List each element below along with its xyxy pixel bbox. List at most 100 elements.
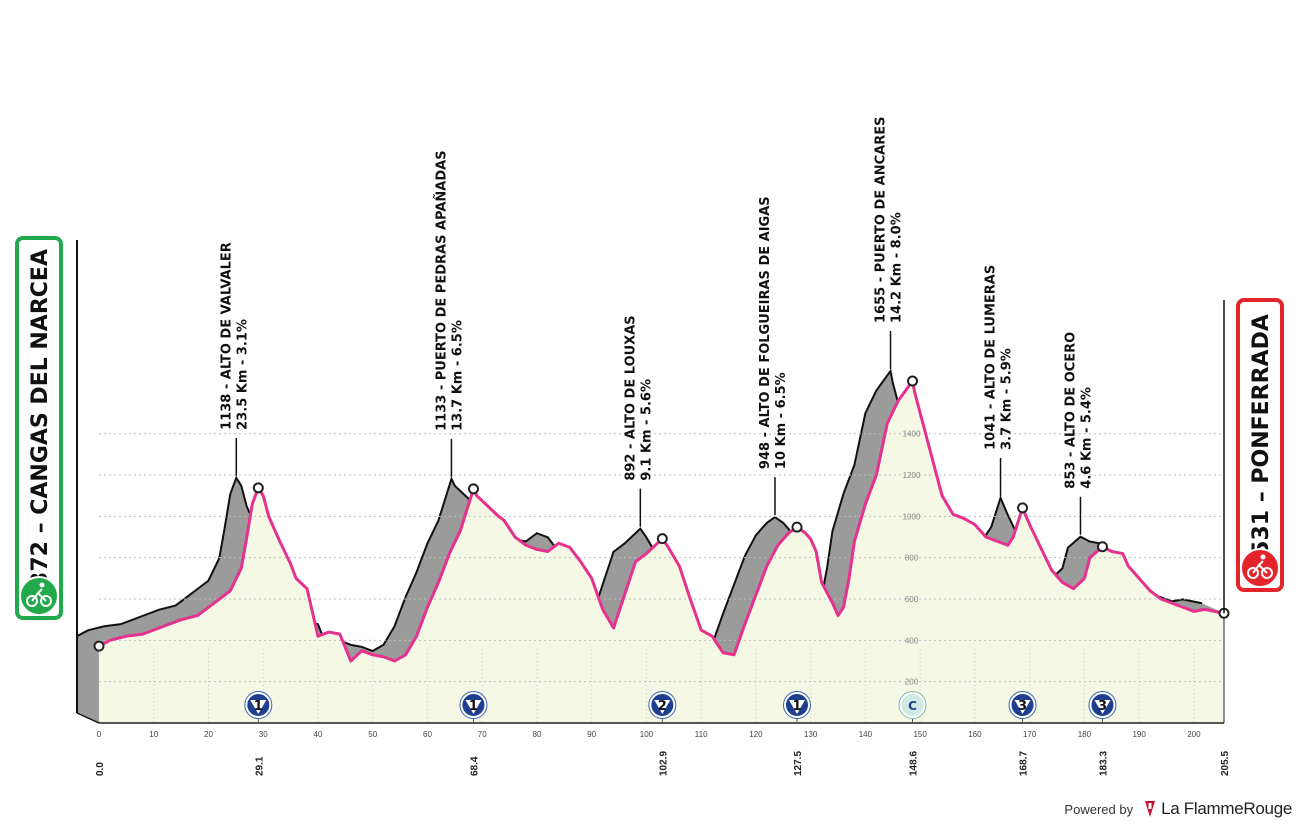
- badge-ring: [459, 691, 488, 719]
- climb-name-label: 1138 - ALTO DE VALVALER: [219, 242, 234, 430]
- wheel: [40, 595, 52, 607]
- climb-stats-label: 3.7 Km - 5.9%: [1000, 348, 1015, 450]
- brand-name: La FlammeRouge: [1161, 799, 1292, 818]
- badge-category-text: 1: [254, 699, 263, 714]
- distance-tick-label: 140: [859, 730, 873, 739]
- distance-tick-label: 70: [478, 730, 487, 739]
- key-distance-label: 68.4: [469, 756, 480, 776]
- altitude-tick-label: 1000: [903, 512, 921, 521]
- altitude-tick-label: 1400: [903, 430, 921, 439]
- climb-summit-marker: [791, 521, 803, 533]
- climb-stats-label: 14.2 Km - 8.0%: [890, 212, 905, 323]
- start-banner: 372 – CANGAS DEL NARCEA: [15, 236, 63, 620]
- badge-ring: [1008, 691, 1037, 719]
- climb-4: 948 - ALTO DE FOLGUEIRAS DE AIGAS 10 Km -…: [758, 196, 811, 723]
- climb-2: 1133 - PUERTO DE PEDRAS APAÑADAS 13.7 Km …: [433, 150, 488, 723]
- badge-ring: [898, 691, 927, 719]
- climb-name-label: 1133 - PUERTO DE PEDRAS APAÑADAS: [433, 150, 449, 430]
- altitude-tick-label: 200: [905, 678, 919, 687]
- profile-side-shading: [77, 371, 1224, 723]
- climb-3: 892 - ALTO DE LOUXAS 9.1 Km - 5.6% 2: [623, 315, 677, 723]
- climb-labels: 1138 - ALTO DE VALVALER 23.5 Km - 3.1%111…: [219, 117, 1117, 723]
- climb-summit-marker: [656, 533, 668, 545]
- climb-summit-marker: [1096, 541, 1108, 553]
- distance-tick-label: 160: [968, 730, 982, 739]
- badge-category-text: 3: [1098, 699, 1107, 714]
- key-distance-label: 168.7: [1019, 751, 1030, 776]
- key-distance-label: 183.3: [1098, 751, 1109, 776]
- climb-summit-marker: [467, 483, 479, 495]
- climb-6: 1041 - ALTO DE LUMERAS 3.7 Km - 5.9% 3: [984, 265, 1037, 723]
- distance-tick-label: 190: [1132, 730, 1146, 739]
- distance-tick-label: 10: [149, 730, 158, 739]
- key-distance-label: 0.0: [95, 762, 106, 776]
- badge-triangle: [654, 700, 671, 714]
- badge-triangle: [465, 700, 482, 714]
- climb-stats-label: 9.1 Km - 5.6%: [639, 379, 654, 481]
- frame: [31, 588, 47, 602]
- climb-name-label: 1655 - PUERTO DE ANCARES: [874, 117, 889, 323]
- climb-1: 1138 - ALTO DE VALVALER 23.5 Km - 3.1% 1: [219, 242, 273, 723]
- wheel: [26, 595, 38, 607]
- distance-tick-label: 100: [640, 730, 654, 739]
- altitude-gridlines: 200 400 600 800 1000 1200 1400: [98, 430, 1224, 722]
- base-edge: [76, 712, 100, 724]
- badge-category-text: C: [908, 699, 917, 713]
- profile-fill: [99, 381, 1224, 723]
- wheel: [1247, 567, 1259, 579]
- rider-head: [39, 582, 45, 588]
- distance-tick-label: 110: [695, 730, 708, 739]
- finish-banner: 531 – PONFERRADA: [1223, 298, 1284, 614]
- distance-tick-label: 170: [1023, 730, 1037, 739]
- distance-tick-label: 50: [368, 730, 377, 739]
- climb-7: 853 - ALTO DE OCERO 4.6 Km - 5.4% 3: [1063, 332, 1117, 723]
- powered-by-text: Powered by: [1064, 801, 1134, 817]
- distance-tick-label: 200: [1187, 730, 1201, 739]
- badge-ring: [244, 691, 273, 719]
- key-distance-label: 29.1: [254, 756, 265, 776]
- badge-ring: [1088, 691, 1117, 719]
- climb-category-badge: [899, 692, 926, 718]
- distance-tick-label: 120: [749, 730, 763, 739]
- route-polyline: [98, 379, 1225, 663]
- key-distance-label: 148.6: [909, 751, 920, 776]
- badge-triangle: [1094, 700, 1111, 714]
- rider-head: [1260, 554, 1266, 560]
- badge-triangle: [250, 700, 267, 714]
- distance-axis: 0 10 20 30 40 50 60 70 80 90 100 110 120 130 140 150 160…: [95, 730, 1231, 776]
- climb-name-label: 853 - ALTO DE OCERO: [1063, 332, 1078, 489]
- badge-ring: [782, 691, 811, 719]
- climb-name-label: 892 - ALTO DE LOUXAS: [623, 315, 638, 480]
- climb-stats-label: 4.6 Km - 5.4%: [1079, 387, 1094, 489]
- key-distance-label: 127.5: [793, 751, 804, 776]
- distance-tick-label: 90: [587, 730, 596, 739]
- climb-5: 1655 - PUERTO DE ANCARES 14.2 Km - 8.0% C: [874, 117, 927, 723]
- badge-triangle: [1014, 700, 1031, 714]
- badge-triangle: [788, 700, 805, 714]
- wheel: [1261, 567, 1273, 579]
- finish-banner-box: [1236, 298, 1284, 592]
- altitude-tick-label: 1200: [903, 471, 921, 480]
- badge-category-text: 1: [792, 699, 801, 714]
- distance-tick-label: 40: [314, 730, 323, 739]
- climb-summit-marker: [252, 482, 264, 494]
- altitude-tick-label: 400: [905, 636, 919, 645]
- start-marker: [93, 640, 105, 652]
- badge-category-text: 3: [1018, 699, 1027, 714]
- distance-tick-label: 130: [804, 730, 818, 739]
- key-distance-label: 102.9: [658, 751, 669, 776]
- finish-cyclist-icon: [1240, 548, 1280, 588]
- altitude-tick-label: 800: [905, 554, 919, 563]
- finish-banner-label: 531 – PONFERRADA: [1249, 314, 1274, 556]
- start-cyclist-icon: [19, 576, 59, 616]
- climb-stats-label: 23.5 Km - 3.1%: [235, 319, 250, 430]
- distance-tick-label: 0: [97, 730, 102, 739]
- badge-category-text: 2: [658, 699, 667, 714]
- climb-summit-marker: [1017, 502, 1029, 514]
- footer: Powered by La FlammeRouge: [1064, 799, 1292, 819]
- frame: [1252, 560, 1268, 574]
- altitude-tick-label: 600: [905, 595, 919, 604]
- flame-rouge-logo-icon: [1145, 801, 1156, 817]
- distance-tick-label: 20: [204, 730, 213, 739]
- climb-name-label: 1041 - ALTO DE LUMERAS: [984, 265, 999, 450]
